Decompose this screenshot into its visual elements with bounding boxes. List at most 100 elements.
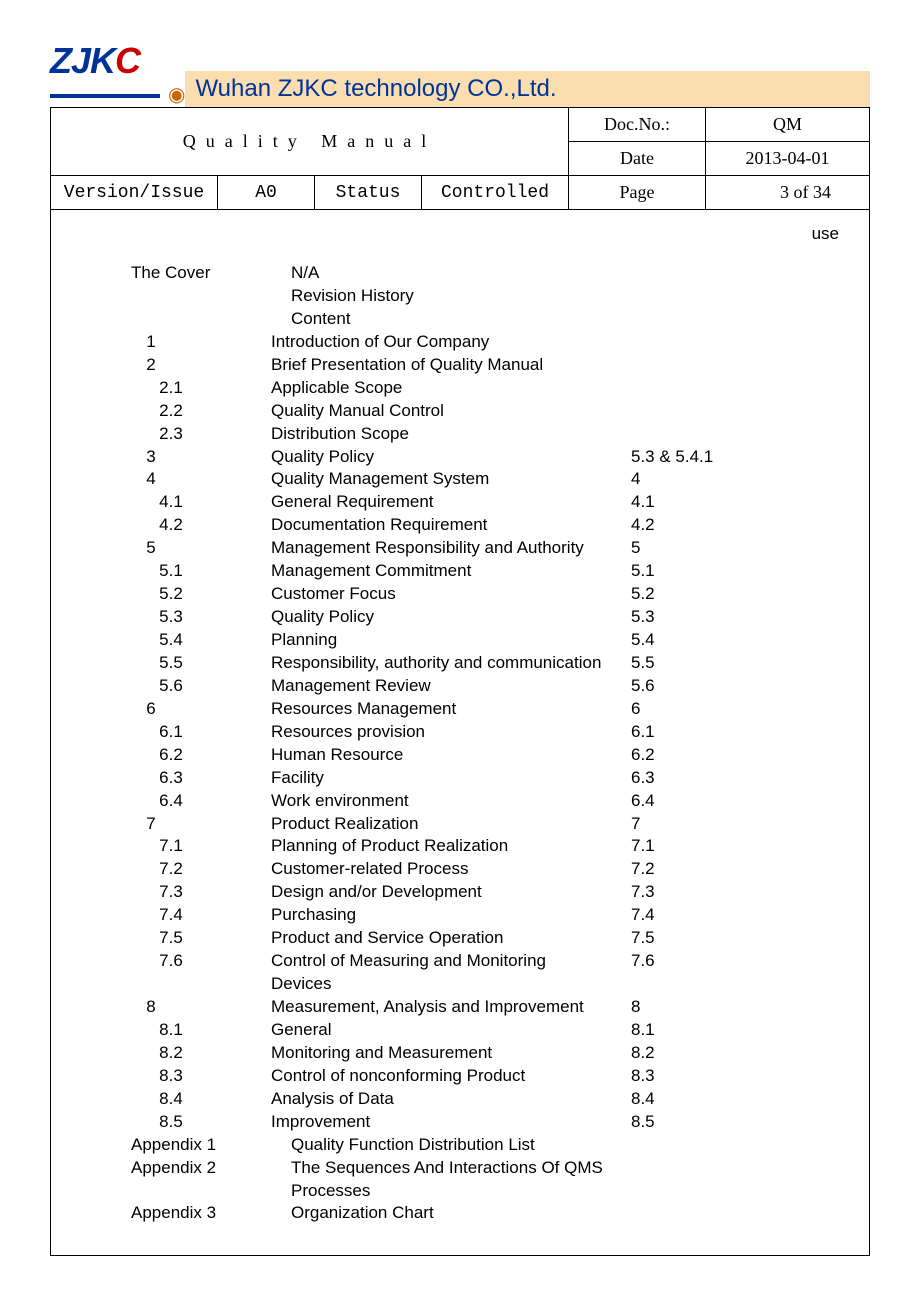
toc-ref: 6.2 (631, 744, 741, 767)
toc-row: 2.1Applicable Scope (111, 377, 839, 400)
toc-title: Applicable Scope (271, 377, 631, 400)
toc-title: Quality Function Distribution List (291, 1134, 651, 1157)
toc-number: 2.2 (111, 400, 271, 423)
doc-title: Quality Manual (183, 131, 436, 151)
company-name: Wuhan ZJKC technology CO.,Ltd. (185, 71, 870, 107)
toc-row: 8.4Analysis of Data8.4 (111, 1088, 839, 1111)
toc-number: 8.1 (111, 1019, 271, 1042)
version-value: A0 (255, 183, 277, 203)
toc-number: 5.4 (111, 629, 271, 652)
toc-number: Appendix 2 (111, 1157, 291, 1203)
toc-title: Resources provision (271, 721, 631, 744)
toc-row: 8.1General8.1 (111, 1019, 839, 1042)
docno-value: QM (773, 114, 802, 134)
toc-row: 7.4Purchasing7.4 (111, 904, 839, 927)
toc-title: Content (291, 308, 651, 331)
toc-title: Revision History (291, 285, 651, 308)
toc-ref: 8.4 (631, 1088, 741, 1111)
toc-title: Resources Management (271, 698, 631, 721)
logo-main: ZJK (50, 40, 115, 82)
toc-number: 6.2 (111, 744, 271, 767)
toc-title: Improvement (271, 1111, 631, 1134)
toc-number: 2.1 (111, 377, 271, 400)
toc-ref: 5.6 (631, 675, 741, 698)
toc-title: Product and Service Operation (271, 927, 631, 950)
toc-ref: 7.5 (631, 927, 741, 950)
toc-title: Planning of Product Realization (271, 835, 631, 858)
toc-ref: 5.1 (631, 560, 741, 583)
toc-ref (651, 1157, 761, 1203)
toc-number: 2 (111, 354, 271, 377)
toc-ref: 6 (631, 698, 741, 721)
toc-number: 7 (111, 813, 271, 836)
toc-title: Quality Manual Control (271, 400, 631, 423)
toc-row: 6Resources Management6 (111, 698, 839, 721)
toc-title: Monitoring and Measurement (271, 1042, 631, 1065)
toc-row: 7Product Realization7 (111, 813, 839, 836)
toc-title: Design and/or Development (271, 881, 631, 904)
toc-ref: 7.3 (631, 881, 741, 904)
logo-block: ZJKC ◉ (50, 40, 185, 107)
toc-ref: 8.3 (631, 1065, 741, 1088)
toc-ref: 5.2 (631, 583, 741, 606)
toc-number: Appendix 1 (111, 1134, 291, 1157)
toc-title: Analysis of Data (271, 1088, 631, 1111)
toc-ref: 6.1 (631, 721, 741, 744)
toc-number: 8 (111, 996, 271, 1019)
toc-row: 7.6Control of Measuring and Monitoring D… (111, 950, 839, 996)
toc-number: 7.1 (111, 835, 271, 858)
toc-title: Product Realization (271, 813, 631, 836)
toc-number: 6.1 (111, 721, 271, 744)
toc-number: 5.2 (111, 583, 271, 606)
header-logo-row: ZJKC ◉ Wuhan ZJKC technology CO.,Ltd. (50, 40, 870, 107)
toc-ref (631, 423, 741, 446)
toc-row: 8Measurement, Analysis and Improvement8 (111, 996, 839, 1019)
page-label: Page (620, 182, 655, 202)
header-table: Quality Manual Doc.No.: QM Date 2013-04-… (50, 107, 870, 210)
toc-title: Customer Focus (271, 583, 631, 606)
toc-row: 6.4Work environment6.4 (111, 790, 839, 813)
toc-number: 2.3 (111, 423, 271, 446)
toc-number: 3 (111, 446, 271, 469)
toc-row: 5.5Responsibility, authority and communi… (111, 652, 839, 675)
toc-ref: 4.2 (631, 514, 741, 537)
toc-title: Purchasing (271, 904, 631, 927)
toc-ref: 5 (631, 537, 741, 560)
toc-row: Content (111, 308, 839, 331)
toc-ref: 8.5 (631, 1111, 741, 1134)
toc-ref: 6.4 (631, 790, 741, 813)
toc-title: Facility (271, 767, 631, 790)
status-value: Controlled (441, 183, 549, 203)
toc-title: Planning (271, 629, 631, 652)
status-label: Status (336, 183, 401, 203)
page-value: 3 of 34 (780, 182, 831, 202)
toc-ref: 5.5 (631, 652, 741, 675)
toc-title: Quality Policy (271, 606, 631, 629)
toc-title: Work environment (271, 790, 631, 813)
globe-icon: ◉ (168, 82, 185, 107)
toc-number: 1 (111, 331, 271, 354)
toc-ref (651, 1134, 761, 1157)
toc-number: 4 (111, 468, 271, 491)
logo-underline (50, 94, 160, 98)
toc-number: 6.4 (111, 790, 271, 813)
toc-title: Customer-related Process (271, 858, 631, 881)
toc-ref: 7.6 (631, 950, 741, 996)
toc-row: 5.3Quality Policy5.3 (111, 606, 839, 629)
toc-title: Distribution Scope (271, 423, 631, 446)
toc-title: Quality Management System (271, 468, 631, 491)
toc-row: 5Management Responsibility and Authority… (111, 537, 839, 560)
toc-number: The Cover (111, 262, 291, 285)
content-frame: use The CoverN/ARevision HistoryContent1… (50, 210, 870, 1256)
toc-list: The CoverN/ARevision HistoryContent1Intr… (51, 262, 869, 1225)
toc-number: 5.6 (111, 675, 271, 698)
toc-title: Management Commitment (271, 560, 631, 583)
toc-ref (631, 400, 741, 423)
toc-number: 4.1 (111, 491, 271, 514)
toc-ref (651, 285, 761, 308)
toc-ref (651, 262, 761, 285)
toc-ref: 7 (631, 813, 741, 836)
toc-title: Quality Policy (271, 446, 631, 469)
logo-text: ZJKC (50, 40, 185, 82)
version-label: Version/Issue (64, 183, 204, 203)
